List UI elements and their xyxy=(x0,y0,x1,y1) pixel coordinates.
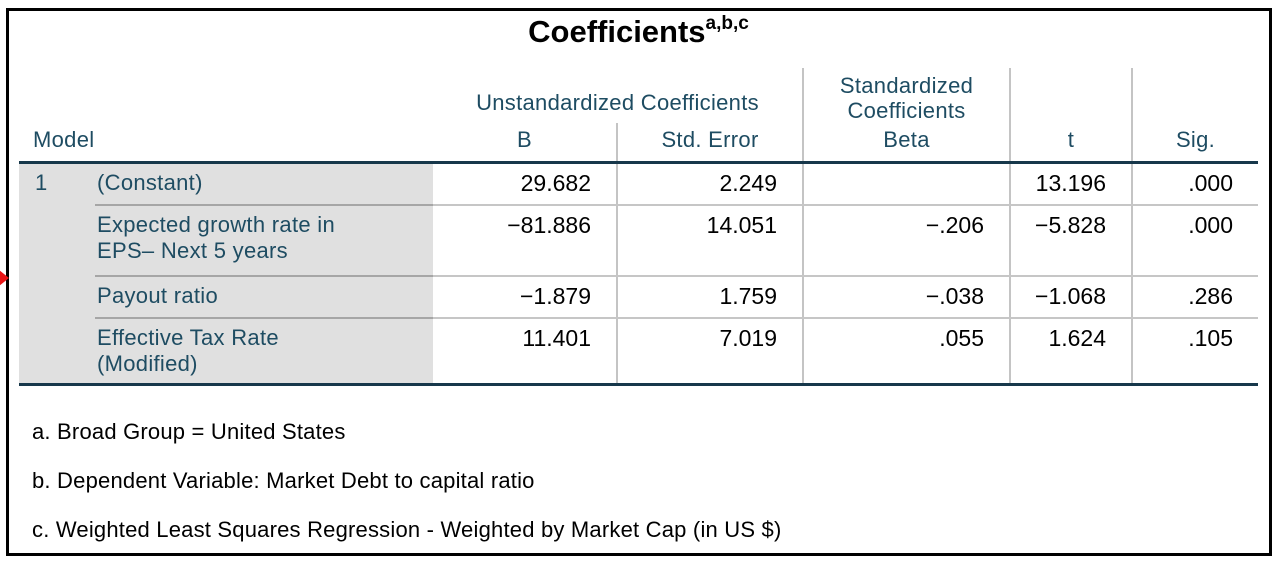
t-value-cell: 1.624 xyxy=(1009,318,1133,386)
column-header-std-error: Std. Error xyxy=(615,123,804,164)
std-error-value-cell: 14.051 xyxy=(615,205,804,278)
model-number-cell: 1 xyxy=(19,162,95,386)
table-row: 1 (Constant) 29.682 2.249 13.196 .000 xyxy=(19,162,1259,386)
column-group-header-unstandardized: Unstandardized Coefficients xyxy=(476,90,759,116)
footnote-a: a. Broad Group = United States xyxy=(32,419,346,444)
std-error-value-cell: 2.249 xyxy=(615,162,804,207)
table-row: Expected growth rate in EPS– Next 5 year… xyxy=(19,205,1259,278)
b-value-cell: −81.886 xyxy=(433,205,617,278)
sig-value-cell: .105 xyxy=(1131,318,1259,386)
table-row: Effective Tax Rate (Modified) 11.401 7.0… xyxy=(19,318,1259,386)
variable-label-cell: Payout ratio xyxy=(95,276,433,320)
sig-value-cell: .286 xyxy=(1131,276,1259,320)
sig-value-cell: .000 xyxy=(1131,205,1259,278)
beta-value-cell: −.206 xyxy=(802,205,1011,278)
std-error-value-cell: 1.759 xyxy=(615,276,804,320)
column-header-variable-spacer xyxy=(95,68,433,164)
variable-label-cell: Expected growth rate in EPS– Next 5 year… xyxy=(95,205,433,278)
std-error-value-cell: 7.019 xyxy=(615,318,804,386)
b-value-cell: 29.682 xyxy=(433,162,617,207)
variable-label-cell: Effective Tax Rate (Modified) xyxy=(95,318,433,386)
header-subrow: B Std. Error Beta xyxy=(19,123,1258,164)
table-title-footnote-marks: a,b,c xyxy=(705,12,749,34)
column-group-header-standardized: Standardized Coefficients xyxy=(802,68,1012,124)
beta-value-cell xyxy=(802,162,1011,207)
b-value-cell: −1.879 xyxy=(433,276,617,320)
footnotes: a. Broad Group = United States b. Depend… xyxy=(32,419,782,564)
footnote-b: b. Dependent Variable: Market Debt to ca… xyxy=(32,468,535,493)
column-header-b: B xyxy=(433,123,617,164)
t-value-cell: −1.068 xyxy=(1009,276,1133,320)
column-header-beta: Beta xyxy=(802,123,1012,164)
beta-value-cell: −.038 xyxy=(802,276,1011,320)
column-header-sig: Sig. xyxy=(1131,68,1259,164)
beta-value-cell: .055 xyxy=(802,318,1011,386)
t-value-cell: −5.828 xyxy=(1009,205,1133,278)
red-arrow-pointer-icon xyxy=(0,270,9,286)
table-title-text: Coefficients xyxy=(528,14,706,49)
header-row-group: Model Unstandardized Coefficients Standa… xyxy=(19,68,1259,164)
footnote-c: c. Weighted Least Squares Regression - W… xyxy=(32,517,782,542)
coefficients-table: Model Unstandardized Coefficients Standa… xyxy=(19,68,1259,386)
sig-value-cell: .000 xyxy=(1131,162,1259,207)
table-row: Payout ratio −1.879 1.759 −.038 −1.068 .… xyxy=(19,276,1259,320)
column-header-t: t xyxy=(1009,68,1133,164)
b-value-cell: 11.401 xyxy=(433,318,617,386)
t-value-cell: 13.196 xyxy=(1009,162,1133,207)
table-title: Coefficientsa,b,c xyxy=(19,12,1258,50)
column-header-model: Model xyxy=(19,68,95,164)
variable-label-cell: (Constant) xyxy=(95,162,433,207)
